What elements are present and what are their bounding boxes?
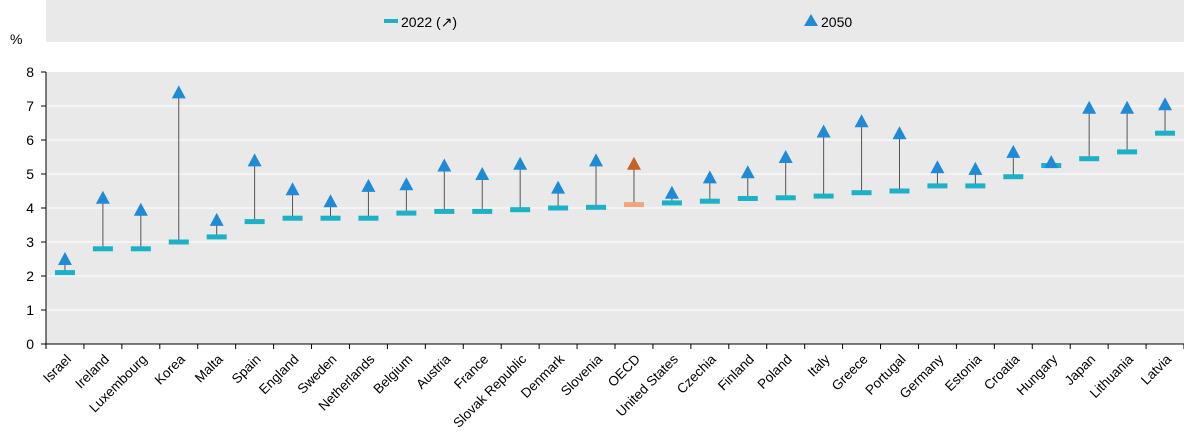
x-tick-label: Japan: [1062, 352, 1099, 389]
marker-2022: [54, 270, 75, 276]
y-tick-label: 4: [26, 200, 34, 216]
marker-2050: [1006, 144, 1021, 158]
marker-2050: [702, 170, 717, 184]
marker-2050: [854, 114, 869, 128]
marker-2022: [1117, 149, 1138, 155]
marker-2050: [551, 180, 566, 194]
legend-label: 2022 (↗): [401, 14, 457, 30]
marker-2022: [965, 183, 986, 189]
marker-2050: [816, 124, 831, 138]
x-tick-label: Latvia: [1138, 351, 1174, 387]
marker-2050: [664, 185, 679, 199]
marker-2022: [661, 200, 682, 206]
y-tick-label: 1: [26, 302, 34, 318]
marker-2050: [361, 178, 376, 192]
y-tick-label: 7: [26, 98, 34, 114]
y-tick-label: 3: [26, 234, 34, 250]
marker-2022: [1155, 130, 1176, 136]
marker-2022: [586, 204, 607, 210]
marker-2050: [513, 156, 528, 170]
marker-2050: [930, 160, 945, 174]
y-tick-label: 6: [26, 132, 34, 148]
marker-2022: [168, 239, 189, 245]
x-tick-label: Korea: [152, 351, 188, 387]
marker-2050: [57, 252, 72, 265]
x-tick-label: Belgium: [370, 352, 415, 397]
legend: 2022 (↗) 2050: [384, 14, 852, 30]
marker-2050: [740, 165, 755, 179]
marker-2050: [171, 85, 186, 99]
marker-2050: [1158, 97, 1173, 111]
marker-2022: [130, 246, 151, 252]
marker-2050: [589, 153, 604, 167]
x-tick-label: England: [256, 352, 302, 398]
x-tick-label: Hungary: [1014, 351, 1061, 398]
y-tick-label: 2: [26, 268, 34, 284]
marker-2022: [244, 219, 265, 225]
y-unit-label: %: [10, 31, 22, 47]
y-axis: 0 1 2 3 4 5 6 7 8: [26, 64, 47, 352]
x-tick-label: Israel: [40, 352, 74, 386]
marker-2022: [623, 202, 644, 208]
marker-2050: [1120, 100, 1135, 114]
marker-2050: [892, 126, 907, 140]
marker-2022: [813, 193, 834, 199]
marker-2022: [396, 210, 417, 216]
marker-2022: [358, 215, 379, 221]
x-tick-label: Estonia: [942, 351, 985, 394]
marker-2050: [133, 202, 148, 216]
marker-2050: [626, 156, 641, 170]
marker-2050: [247, 153, 262, 167]
marker-2022: [472, 208, 493, 214]
x-tick-label: Poland: [754, 352, 794, 392]
marker-2050: [1082, 100, 1097, 114]
marker-2050: [437, 158, 452, 172]
y-tick-label: 5: [26, 166, 34, 182]
x-tick-label: Finland: [715, 352, 757, 394]
marker-2022: [282, 215, 303, 221]
x-tick-label: Czechia: [674, 351, 719, 396]
x-tick-label: Malta: [192, 351, 226, 385]
marker-2050: [475, 167, 490, 180]
marker-2050: [95, 190, 110, 204]
marker-2022: [206, 234, 227, 240]
x-tick-label: Slovenia: [558, 351, 606, 399]
marker-2022: [510, 207, 531, 213]
legend-bar: [46, 0, 1184, 42]
marker-2050: [209, 212, 224, 226]
marker-2050: [285, 182, 300, 196]
legend-label: 2050: [821, 14, 852, 30]
marker-2022: [434, 208, 455, 214]
marker-2050: [323, 194, 338, 208]
legend-marker-2022: [384, 19, 398, 23]
marker-2022: [889, 188, 910, 194]
x-tick-label: Italy: [805, 351, 833, 379]
marker-2022: [699, 198, 720, 204]
marker-2050: [968, 161, 983, 175]
x-tick-label: Spain: [229, 352, 264, 387]
marker-2022: [1079, 156, 1100, 162]
y-tick-label: 0: [26, 336, 34, 352]
chart-marks: [54, 85, 1176, 276]
marker-2050: [1044, 155, 1059, 169]
marker-2022: [548, 205, 569, 211]
marker-2022: [737, 195, 758, 201]
marker-2022: [927, 183, 948, 189]
y-tick-label: 8: [26, 64, 34, 80]
x-tick-label: Austria: [413, 351, 454, 392]
gridlines: [46, 105, 1184, 311]
marker-2022: [92, 246, 113, 252]
marker-2050: [778, 150, 793, 163]
marker-2050: [399, 177, 414, 191]
marker-2022: [775, 195, 796, 201]
marker-2022: [320, 215, 341, 221]
legend-marker-2050: [804, 14, 818, 26]
marker-2022: [851, 190, 872, 196]
marker-2022: [1003, 174, 1024, 180]
